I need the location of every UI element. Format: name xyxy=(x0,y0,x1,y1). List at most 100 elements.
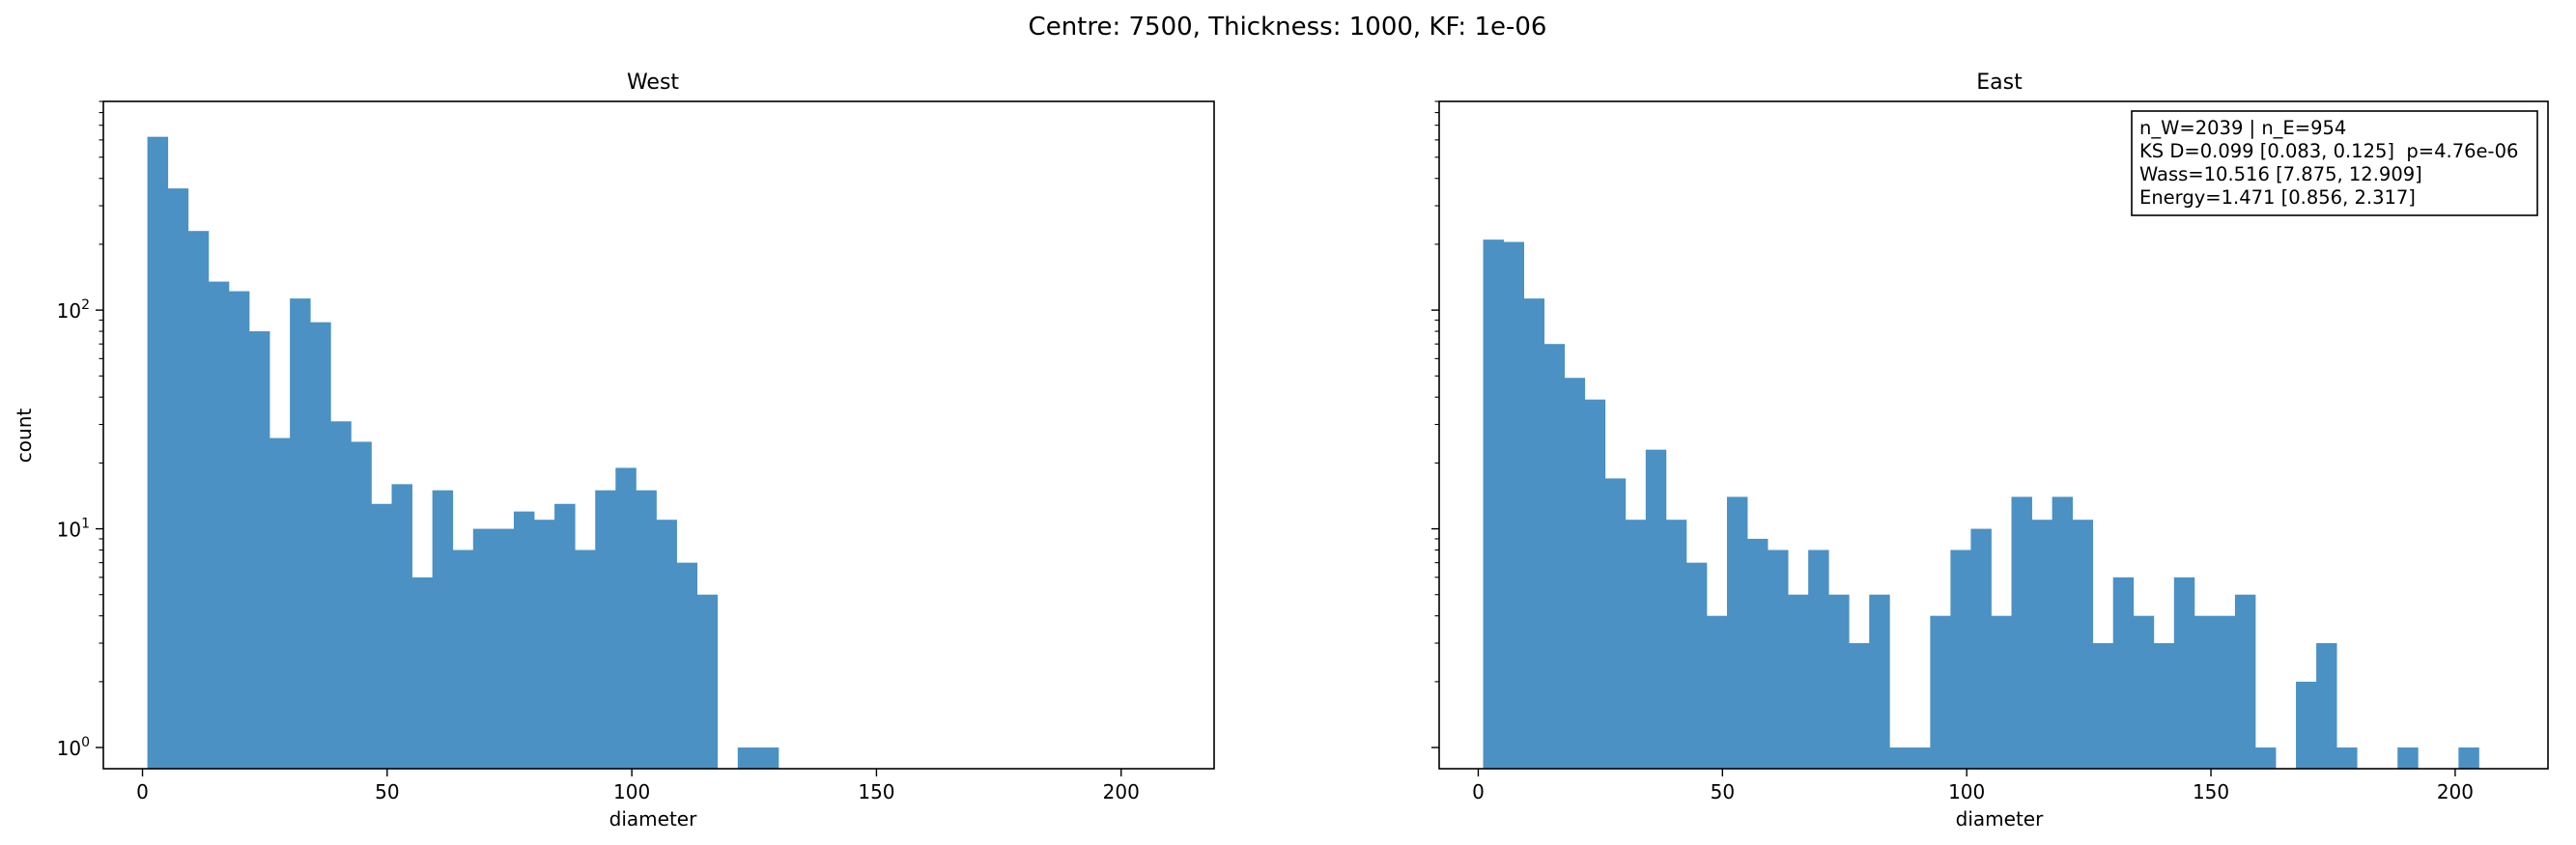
east-x-tick-label: 100 xyxy=(1948,780,1985,803)
east-histogram-bar xyxy=(2234,594,2256,769)
east-x-tick-label: 50 xyxy=(1711,780,1735,803)
east-histogram-bar xyxy=(2458,747,2479,769)
west-x-tick-label: 50 xyxy=(375,780,399,803)
west-histogram-bar xyxy=(391,484,412,769)
stats-line-wasserstein: Wass=10.516 [7.875, 12.909] xyxy=(2139,163,2422,185)
west-x-axis: 0 50 100 150 200 xyxy=(136,769,1140,803)
west-histogram-bar xyxy=(248,331,270,769)
west-x-tick-label: 200 xyxy=(1103,780,1140,803)
east-histogram-bar xyxy=(1685,562,1708,769)
east-histogram-bar xyxy=(1828,594,1850,769)
west-y-axis: 100 101 102 xyxy=(57,100,103,760)
east-histogram-bar xyxy=(2052,496,2074,769)
stats-line-counts: n_W=2039 | n_E=954 xyxy=(2139,117,2346,139)
west-histogram-bar xyxy=(310,322,331,769)
west-histogram-bar xyxy=(269,437,291,769)
west-histogram-bar xyxy=(737,747,759,769)
east-histogram-bar xyxy=(2011,496,2032,769)
west-histogram-bar xyxy=(472,528,495,769)
east-histogram-bar xyxy=(2296,681,2317,769)
west-histogram-bar xyxy=(696,594,719,769)
west-histogram-bar xyxy=(575,549,596,769)
west-histogram-bar xyxy=(513,511,535,769)
east-histogram-bar xyxy=(2031,520,2052,769)
figure-suptitle: Centre: 7500, Thickness: 1000, KF: 1e-06 xyxy=(1029,13,1547,42)
east-axes-frame xyxy=(1438,100,2549,770)
east-histogram-bar xyxy=(1706,615,1728,769)
west-histogram-bar xyxy=(167,188,189,769)
east-histogram-bar xyxy=(2316,642,2337,769)
west-histogram-bar xyxy=(656,520,677,769)
east-histogram-bar xyxy=(1869,594,1890,769)
east-histogram-bar xyxy=(1645,449,1667,769)
east-histogram-bar xyxy=(1910,747,1931,769)
west-histogram-bar xyxy=(411,577,434,769)
stats-annotation-frame xyxy=(2131,110,2538,216)
east-panel: East 0 50 100 150 200 diameter n_W=2039 | n_… xyxy=(1431,70,2549,831)
east-histogram-bar xyxy=(1523,298,1545,769)
west-histogram-bar xyxy=(228,291,250,769)
east-histogram-bar xyxy=(1930,615,1951,769)
east-histogram-bar xyxy=(1503,241,1524,769)
stats-line-energy: Energy=1.471 [0.856, 2.317] xyxy=(2139,186,2416,209)
east-histogram-bar xyxy=(2072,520,2094,769)
west-histogram-bar xyxy=(615,467,637,769)
west-histogram-bar xyxy=(554,503,576,769)
west-histogram-bar xyxy=(432,490,454,769)
west-histogram-bar xyxy=(595,490,616,769)
west-histogram-bar xyxy=(493,528,515,769)
west-x-tick-label: 100 xyxy=(613,780,650,803)
stats-line-ks: KS D=0.099 [0.083, 0.125] p=4.76e-06 xyxy=(2139,140,2518,162)
west-xlabel: diameter xyxy=(609,807,697,831)
east-histogram-bar xyxy=(2112,577,2135,769)
west-histogram-bars xyxy=(147,136,779,769)
east-histogram-bar xyxy=(1788,594,1809,769)
east-x-tick-label: 0 xyxy=(1472,780,1485,803)
west-histogram-bar xyxy=(351,441,372,769)
east-y-axis xyxy=(1431,100,1439,748)
west-histogram-bar xyxy=(330,421,352,769)
west-histogram-bar xyxy=(636,490,657,769)
east-histogram-bar xyxy=(2397,747,2419,769)
east-histogram-bar xyxy=(1604,478,1627,769)
east-histogram-bar xyxy=(1747,538,1769,769)
west-histogram-bar xyxy=(371,503,392,769)
east-histogram-bar xyxy=(1483,239,1504,769)
east-histogram-bars xyxy=(1483,239,2479,769)
east-histogram-bar xyxy=(2194,615,2216,769)
west-panel: West 0 50 100 150 200 100 101 102 diameter cou… xyxy=(13,70,1215,831)
east-x-tick-label: 150 xyxy=(2193,780,2229,803)
east-histogram-bar xyxy=(2133,615,2155,769)
east-title: East xyxy=(1976,70,2023,95)
east-histogram-bar xyxy=(1991,615,2012,769)
east-histogram-bar xyxy=(2092,642,2114,769)
east-histogram-bar xyxy=(1950,549,1971,769)
west-y-tick-label: 101 xyxy=(57,517,90,542)
west-histogram-bar xyxy=(187,231,210,769)
east-histogram-bar xyxy=(2254,747,2277,769)
east-histogram-bar xyxy=(1584,399,1606,769)
stats-annotation-box: n_W=2039 | n_E=954 KS D=0.099 [0.083, 0.… xyxy=(2131,110,2538,216)
west-histogram-bar xyxy=(452,549,474,769)
west-histogram-bar xyxy=(534,520,555,769)
east-histogram-bar xyxy=(1665,520,1687,769)
east-histogram-bar xyxy=(1808,549,1829,769)
east-histogram-bar xyxy=(1564,378,1586,769)
west-ylabel: count xyxy=(13,408,36,464)
east-x-tick-label: 200 xyxy=(2437,780,2474,803)
west-histogram-bar xyxy=(757,747,779,769)
west-axes-frame xyxy=(102,100,1215,770)
east-histogram-bar xyxy=(1970,528,1992,769)
west-histogram-bar xyxy=(208,281,230,769)
west-title: West xyxy=(627,70,679,95)
west-histogram-bar xyxy=(676,562,698,769)
east-xlabel: diameter xyxy=(1956,807,2044,831)
west-y-tick-label: 100 xyxy=(57,735,90,760)
east-histogram-bar xyxy=(2214,615,2236,769)
west-x-tick-label: 150 xyxy=(858,780,894,803)
east-histogram-bar xyxy=(2336,747,2358,769)
west-y-tick-label: 102 xyxy=(57,297,90,323)
east-histogram-bar xyxy=(1543,344,1566,769)
east-histogram-bar xyxy=(2153,642,2175,769)
